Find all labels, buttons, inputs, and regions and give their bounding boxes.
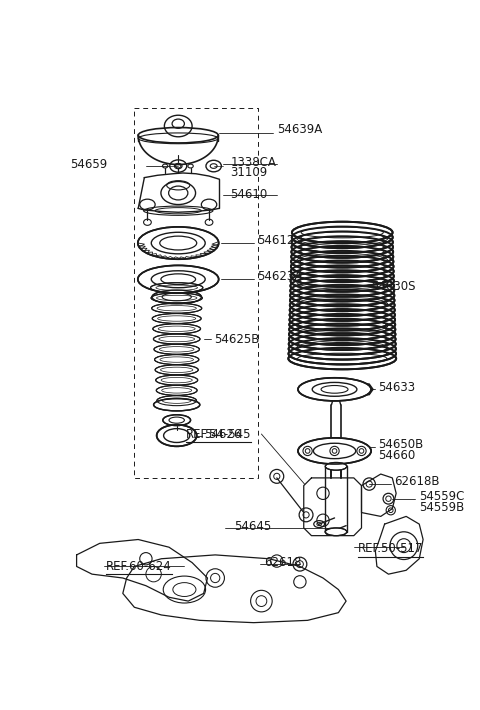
Ellipse shape (163, 415, 191, 425)
Ellipse shape (151, 293, 202, 303)
Text: 54559C: 54559C (419, 490, 465, 503)
Text: 54659: 54659 (70, 158, 108, 171)
Ellipse shape (288, 348, 396, 369)
Ellipse shape (288, 343, 396, 364)
Text: 1338CA: 1338CA (230, 155, 276, 169)
Ellipse shape (290, 290, 395, 311)
Text: 54650B: 54650B (378, 438, 424, 452)
Ellipse shape (291, 241, 393, 263)
Ellipse shape (152, 314, 201, 324)
Text: REF.50-517: REF.50-517 (358, 542, 423, 555)
Ellipse shape (291, 256, 394, 277)
Ellipse shape (154, 334, 200, 344)
Text: REF.60-624: REF.60-624 (106, 560, 172, 573)
Ellipse shape (325, 462, 347, 470)
Ellipse shape (298, 378, 371, 401)
Ellipse shape (292, 226, 393, 248)
Ellipse shape (157, 395, 196, 405)
Ellipse shape (290, 300, 395, 321)
Ellipse shape (138, 266, 219, 293)
Text: 54610: 54610 (230, 188, 268, 201)
Ellipse shape (156, 375, 198, 385)
Text: 54660: 54660 (378, 449, 416, 462)
Text: 54630S: 54630S (372, 280, 416, 293)
Text: 54612: 54612 (258, 234, 295, 247)
Ellipse shape (153, 324, 201, 334)
Text: 54633: 54633 (378, 381, 416, 394)
Ellipse shape (289, 324, 396, 345)
Ellipse shape (289, 314, 395, 335)
Ellipse shape (152, 303, 202, 313)
Text: 54625B: 54625B (214, 333, 259, 346)
Ellipse shape (292, 222, 393, 244)
Ellipse shape (291, 246, 393, 268)
Ellipse shape (155, 365, 198, 375)
Ellipse shape (289, 319, 396, 340)
Ellipse shape (292, 231, 393, 253)
Ellipse shape (289, 304, 395, 326)
Ellipse shape (151, 283, 203, 293)
Text: 54639A: 54639A (277, 124, 322, 136)
Ellipse shape (152, 290, 201, 304)
Ellipse shape (155, 354, 199, 364)
Ellipse shape (290, 280, 394, 302)
Ellipse shape (298, 438, 371, 464)
Ellipse shape (290, 275, 394, 297)
Ellipse shape (291, 236, 393, 258)
Text: 62618: 62618 (264, 556, 301, 569)
Text: 54559B: 54559B (419, 501, 465, 513)
Ellipse shape (291, 266, 394, 287)
Ellipse shape (288, 338, 396, 360)
Ellipse shape (291, 261, 394, 282)
Text: 54626: 54626 (204, 427, 241, 440)
Text: 31109: 31109 (230, 165, 268, 179)
Ellipse shape (290, 271, 394, 292)
Ellipse shape (289, 329, 396, 350)
Ellipse shape (289, 309, 395, 331)
Ellipse shape (291, 251, 394, 273)
Ellipse shape (325, 528, 347, 535)
Text: 62618B: 62618B (395, 475, 440, 488)
Ellipse shape (289, 333, 396, 355)
Ellipse shape (156, 425, 197, 447)
Ellipse shape (154, 398, 200, 411)
Text: 54623A: 54623A (258, 271, 303, 283)
Ellipse shape (156, 386, 197, 395)
Ellipse shape (290, 285, 395, 306)
Ellipse shape (154, 344, 199, 354)
Text: 54645: 54645 (234, 520, 272, 533)
Text: REF.54-545: REF.54-545 (186, 427, 252, 440)
Ellipse shape (290, 295, 395, 316)
Ellipse shape (138, 227, 219, 259)
